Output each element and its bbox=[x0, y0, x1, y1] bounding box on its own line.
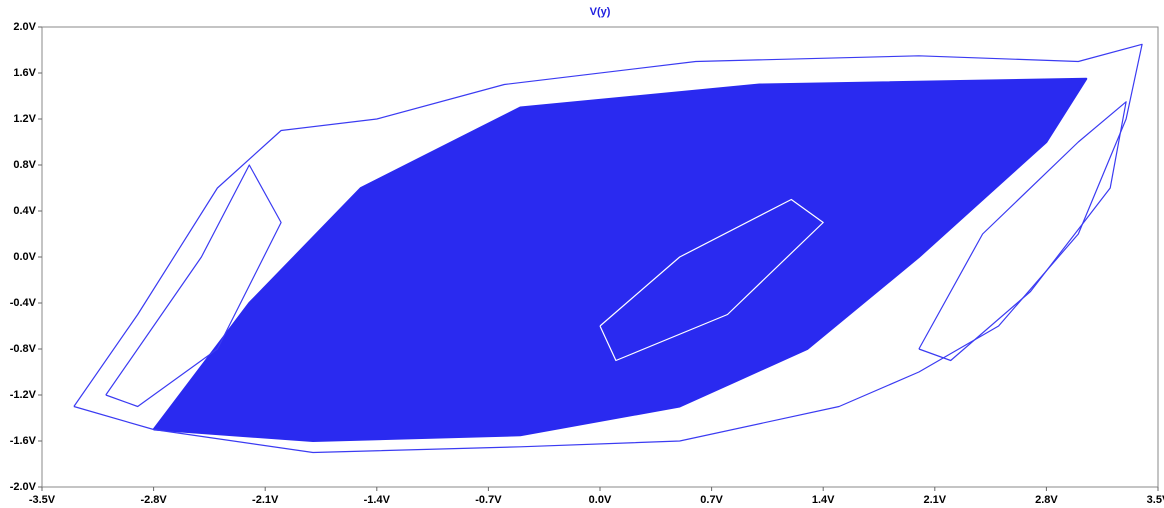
y-tick-label: 1.2V bbox=[13, 113, 36, 125]
y-tick-label: 0.4V bbox=[13, 205, 36, 217]
x-tick-label: 2.8V bbox=[1035, 494, 1058, 506]
y-tick-label: -0.4V bbox=[10, 297, 37, 309]
y-tick-label: -1.2V bbox=[10, 389, 37, 401]
x-tick-label: 3.5V bbox=[1147, 494, 1164, 506]
x-tick-label: 1.4V bbox=[812, 494, 835, 506]
y-tick-label: 1.6V bbox=[13, 67, 36, 79]
chart: V(y) -3.5V -2.8V -2.1V -1.4V -0.7V 0.0V 0.7V 1.… bbox=[0, 0, 1164, 508]
x-tick-label: -3.5V bbox=[29, 494, 56, 506]
x-tick-label: 2.1V bbox=[923, 494, 946, 506]
y-tick-label: 2.0V bbox=[13, 21, 36, 33]
x-tick-label: -1.4V bbox=[364, 494, 391, 506]
x-tick-label: 0.7V bbox=[700, 494, 723, 506]
x-tick-label: -2.1V bbox=[252, 494, 279, 506]
y-tick-label: -1.6V bbox=[10, 435, 37, 447]
x-tick-label: 0.0V bbox=[589, 494, 612, 506]
y-tick-label: 0.0V bbox=[13, 251, 36, 263]
chart-title: V(y) bbox=[590, 6, 611, 18]
y-tick-label: -2.0V bbox=[10, 481, 37, 493]
x-tick-label: -2.8V bbox=[140, 494, 167, 506]
y-tick-label: 0.8V bbox=[13, 159, 36, 171]
x-tick-label: -0.7V bbox=[475, 494, 502, 506]
y-tick-label: -0.8V bbox=[10, 343, 37, 355]
